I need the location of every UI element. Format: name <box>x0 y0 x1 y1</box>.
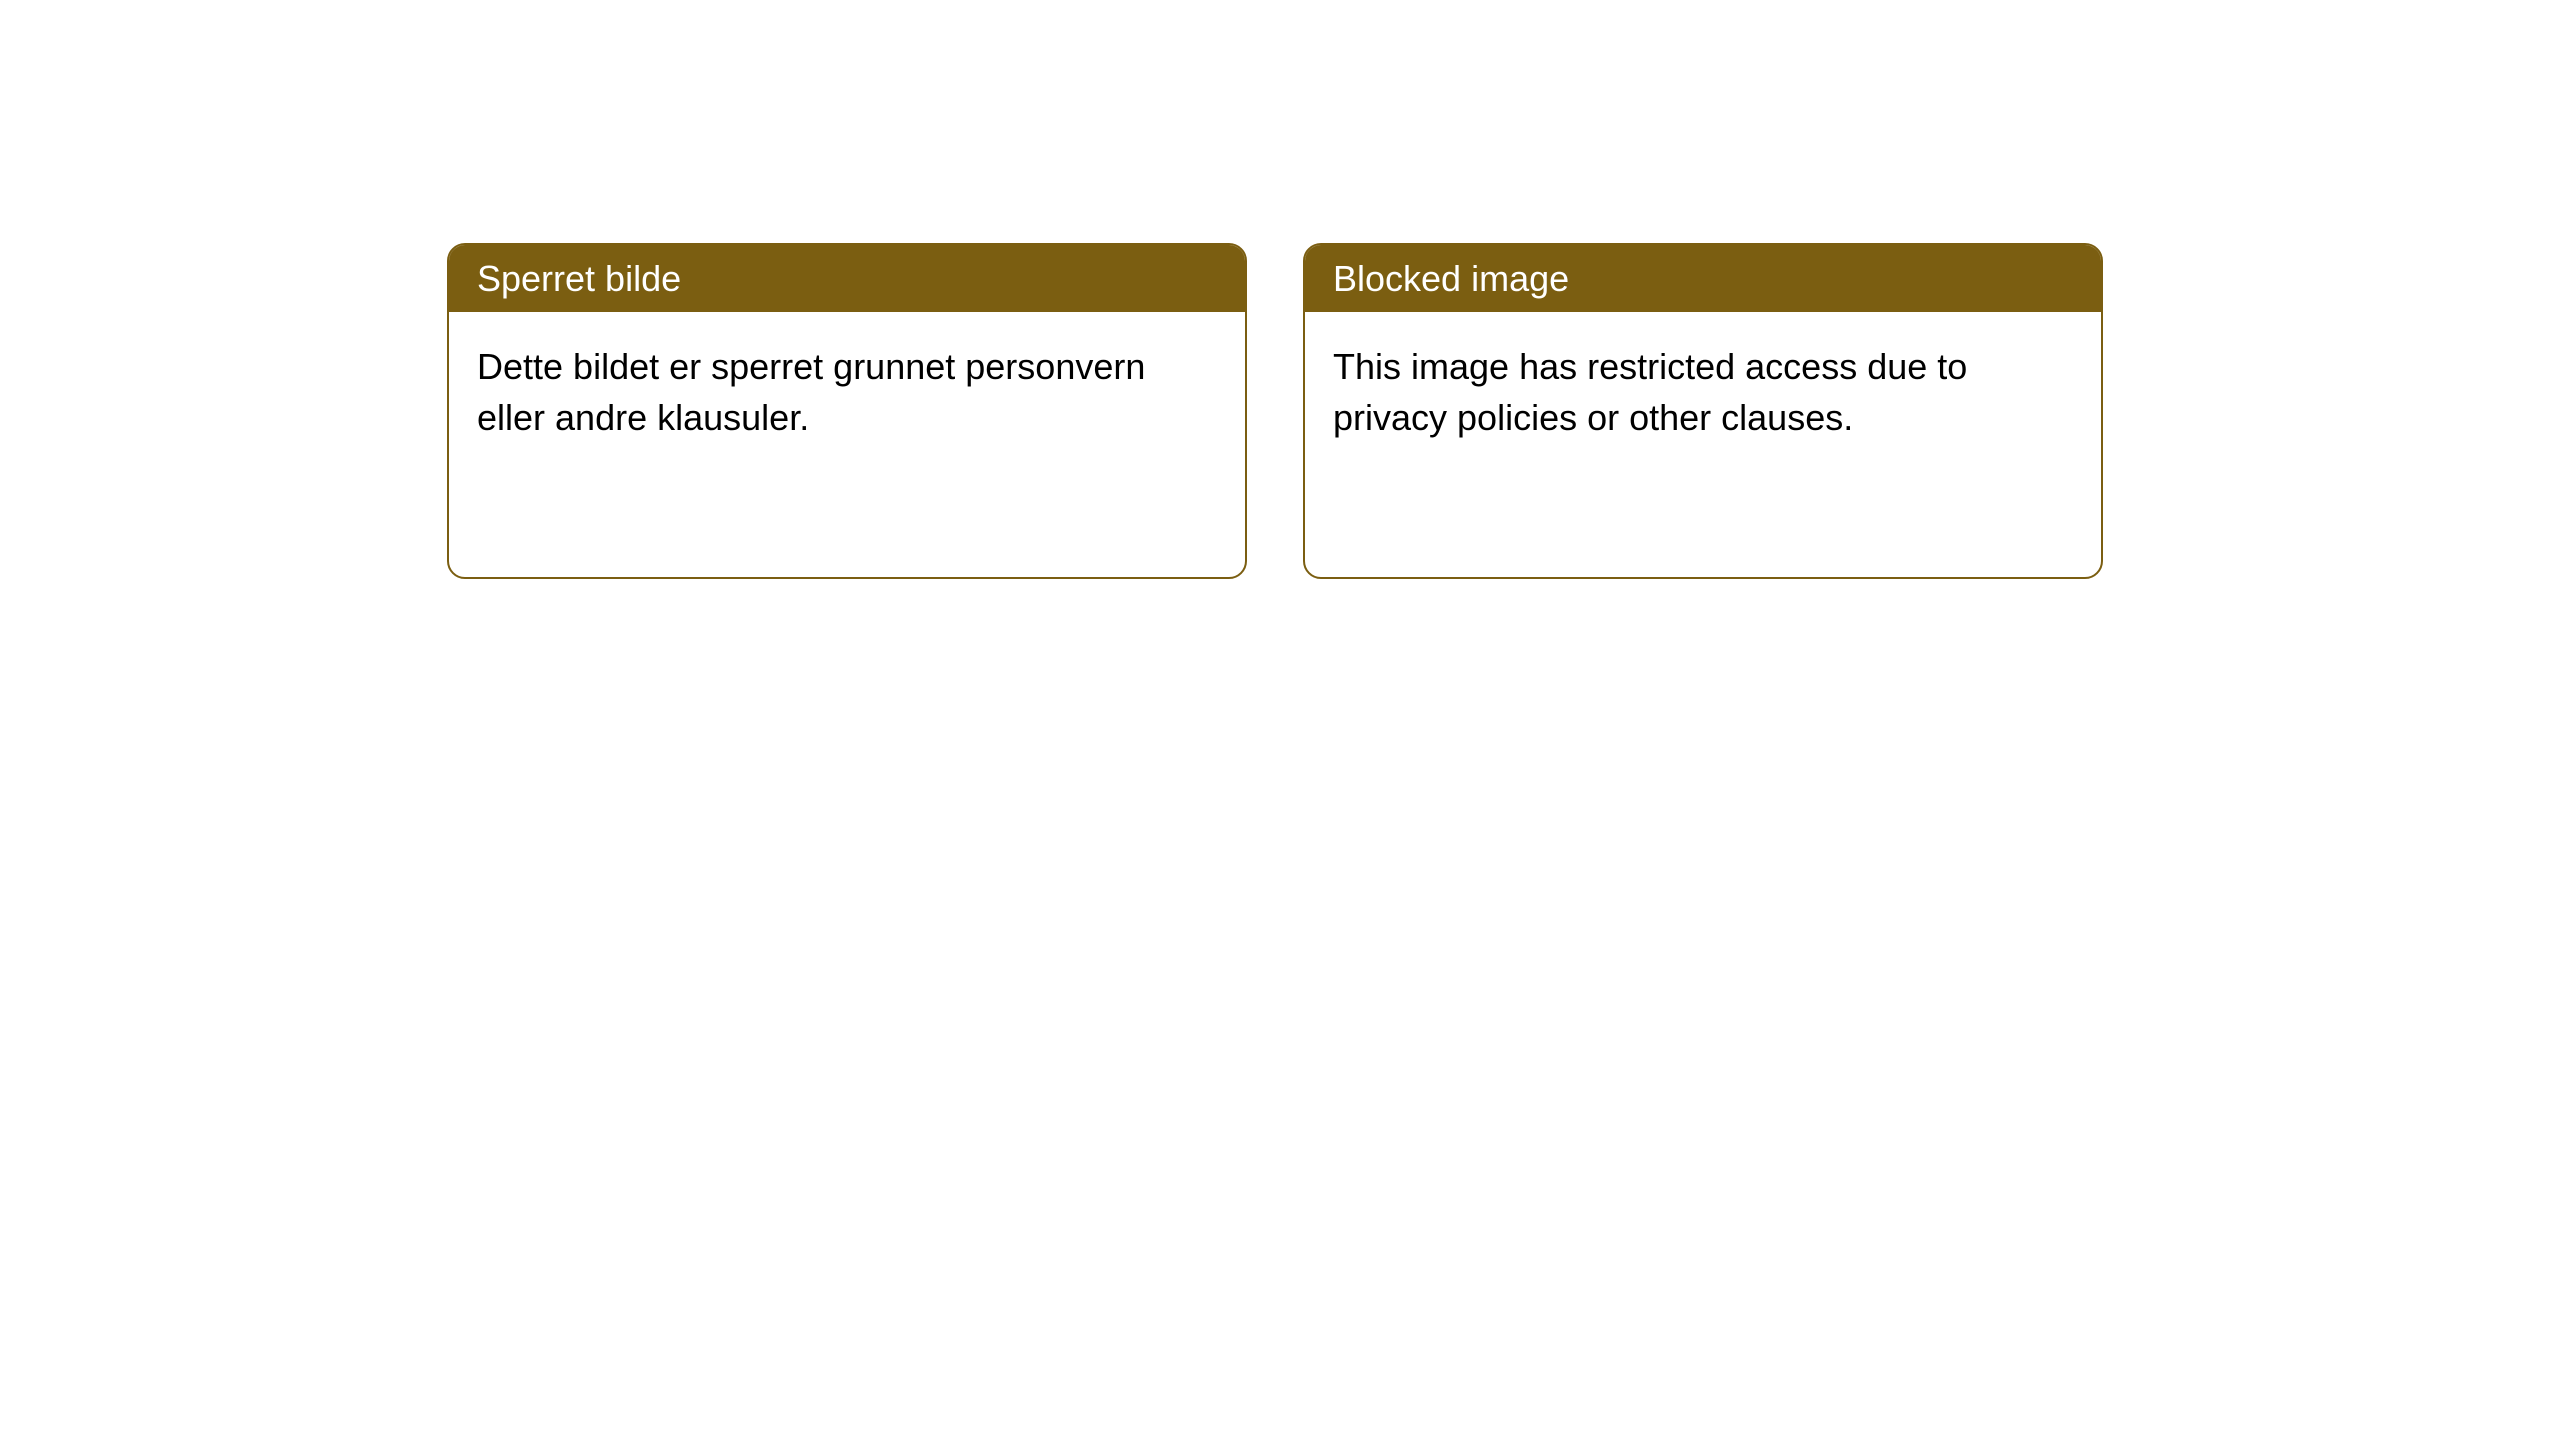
notice-card-body: Dette bildet er sperret grunnet personve… <box>449 312 1245 473</box>
notice-card-text: Dette bildet er sperret grunnet personve… <box>477 346 1145 437</box>
notice-card-body: This image has restricted access due to … <box>1305 312 2101 473</box>
notice-card-header: Blocked image <box>1305 245 2101 312</box>
notice-card-norwegian: Sperret bilde Dette bildet er sperret gr… <box>447 243 1247 579</box>
notice-card-text: This image has restricted access due to … <box>1333 346 1967 437</box>
notice-card-english: Blocked image This image has restricted … <box>1303 243 2103 579</box>
notice-card-title: Blocked image <box>1333 258 1569 299</box>
notice-card-title: Sperret bilde <box>477 258 681 299</box>
notice-cards-container: Sperret bilde Dette bildet er sperret gr… <box>447 243 2103 579</box>
notice-card-header: Sperret bilde <box>449 245 1245 312</box>
